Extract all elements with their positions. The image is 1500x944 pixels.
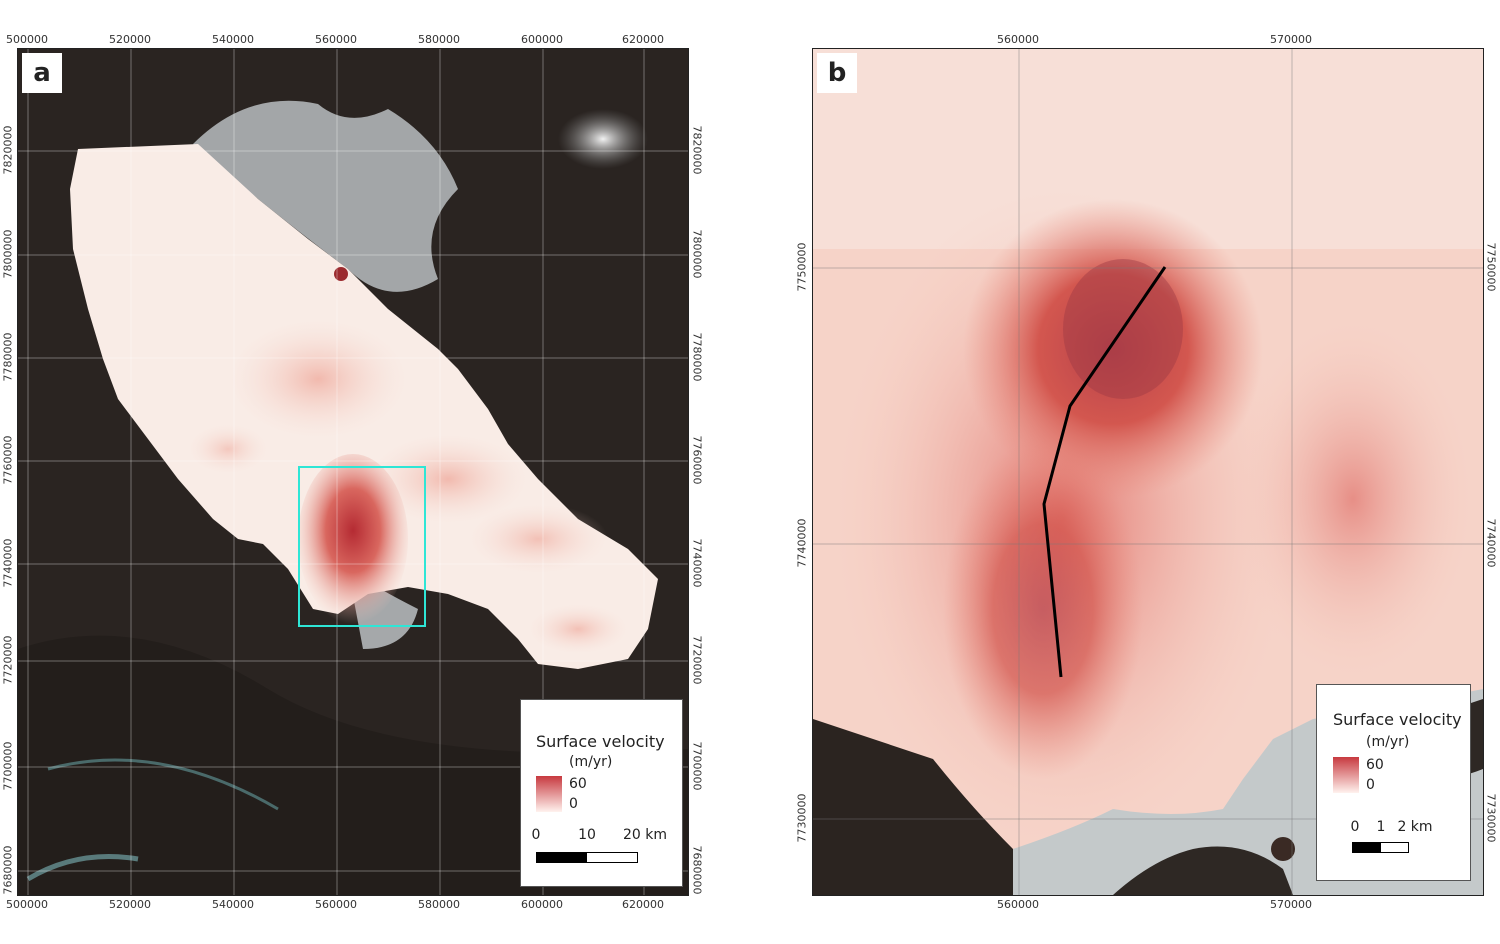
y-tick-left: 7760000: [1, 435, 15, 485]
map-canvas-a: [18, 49, 688, 895]
y-tick-left: 7720000: [1, 635, 15, 685]
river: [26, 854, 139, 882]
y-tick-left: 7800000: [1, 229, 15, 279]
scalebar: [536, 852, 638, 863]
x-tick-bottom: 560000: [315, 898, 357, 911]
y-tick-left: 7820000: [1, 125, 15, 175]
velocity-blotch: [528, 604, 628, 654]
velocity-blotch: [228, 319, 408, 439]
y-tick-right: 7680000: [690, 845, 704, 895]
velocity-plume: [1233, 319, 1473, 679]
x-tick-bottom: 620000: [622, 898, 664, 911]
velocity-hotspot: [298, 454, 408, 624]
terrain: [813, 719, 1013, 895]
y-tick-right: 7800000: [690, 229, 704, 279]
y-tick-right: 7750000: [1484, 242, 1498, 292]
x-tick-top: 560000: [997, 33, 1039, 46]
legend-min: 0: [569, 796, 578, 812]
graticule: [813, 49, 1483, 895]
scalebar-label: 2 km: [1397, 819, 1433, 835]
y-tick-right: 7720000: [690, 635, 704, 685]
y-tick-left: 7700000: [1, 741, 15, 791]
scalebar-label: 20 km: [622, 827, 668, 843]
y-tick-right: 7740000: [690, 538, 704, 588]
y-tick-right: 7820000: [690, 125, 704, 175]
ice-margin: [193, 100, 458, 292]
y-tick-left: 7780000: [1, 332, 15, 382]
x-tick-top: 500000: [6, 33, 48, 46]
legend-max: 60: [569, 776, 587, 792]
profile-line: [1042, 266, 1167, 678]
x-tick-bottom: 520000: [109, 898, 151, 911]
legend-color-ramp: [536, 776, 562, 812]
legend-a: Surface velocity (m/yr) 60 0 0 10 20 km: [520, 699, 683, 887]
y-tick-right: 7730000: [1484, 793, 1498, 843]
x-tick-bottom: 500000: [6, 898, 48, 911]
x-tick-top: 560000: [315, 33, 357, 46]
y-tick-right: 7740000: [1484, 518, 1498, 568]
rock-outcrop: [1271, 837, 1295, 861]
x-tick-top: 600000: [521, 33, 563, 46]
x-tick-top: 520000: [109, 33, 151, 46]
velocity-blotch: [368, 434, 528, 524]
y-tick-right: 7760000: [690, 435, 704, 485]
y-tick-right: 7700000: [690, 741, 704, 791]
map-canvas-b: [813, 49, 1483, 895]
legend-b: Surface velocity (m/yr) 60 0 0 1 2 km: [1316, 684, 1471, 881]
y-tick-left: 7680000: [1, 845, 15, 895]
legend-min: 0: [1366, 777, 1375, 793]
y-tick-left: 7730000: [795, 793, 809, 843]
y-tick-left: 7740000: [795, 518, 809, 568]
velocity-core: [943, 439, 1143, 779]
terrain: [1113, 846, 1293, 895]
legend-unit: (m/yr): [1366, 734, 1410, 750]
legend-unit: (m/yr): [569, 754, 613, 770]
x-tick-top: 620000: [622, 33, 664, 46]
velocity-core: [963, 199, 1263, 499]
map-panel-a[interactable]: a Surface velocity (m/yr) 60 0 0 10 20 k…: [17, 48, 689, 896]
scalebar-label: 1: [1376, 819, 1386, 835]
y-tick-left: 7750000: [795, 242, 809, 292]
velocity-hotspot: [334, 267, 348, 281]
y-tick-left: 7740000: [1, 538, 15, 588]
velocity-blotch: [188, 424, 268, 474]
legend-title: Surface velocity: [536, 732, 665, 751]
scalebar: [1352, 842, 1409, 853]
river: [47, 758, 279, 811]
x-tick-bottom: 580000: [418, 898, 460, 911]
x-tick-top: 580000: [418, 33, 460, 46]
x-tick-bottom: 600000: [521, 898, 563, 911]
legend-title: Surface velocity: [1333, 710, 1462, 729]
x-tick-bottom: 570000: [1270, 898, 1312, 911]
map-panel-b[interactable]: b Surface velocity (m/yr) 60 0 0 1 2 km: [812, 48, 1484, 896]
y-tick-right: 7780000: [690, 332, 704, 382]
legend-max: 60: [1366, 757, 1384, 773]
x-tick-top: 570000: [1270, 33, 1312, 46]
scalebar-label: 10: [578, 827, 596, 843]
scalebar-label: 0: [531, 827, 541, 843]
x-tick-bottom: 560000: [997, 898, 1039, 911]
legend-color-ramp: [1333, 757, 1359, 793]
panel-label-a: a: [22, 53, 62, 93]
x-tick-bottom: 540000: [212, 898, 254, 911]
panel-label-b: b: [817, 53, 857, 93]
x-tick-top: 540000: [212, 33, 254, 46]
inset-box: [298, 466, 426, 627]
snow-patch: [558, 109, 648, 169]
velocity-blotch: [468, 504, 608, 574]
scalebar-label: 0: [1350, 819, 1360, 835]
